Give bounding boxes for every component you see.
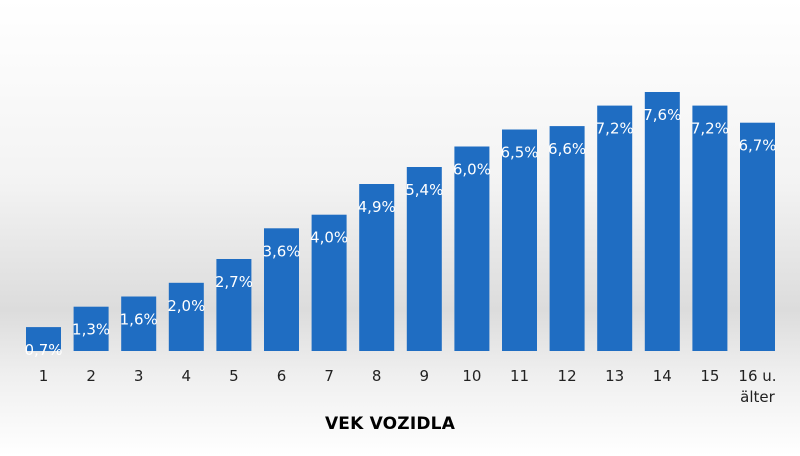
data-label-7: 4,0%: [310, 229, 348, 247]
bar-14: [644, 92, 680, 351]
bar-7: [311, 214, 347, 351]
x-tick-15: 15: [700, 367, 719, 385]
x-tick-9: 9: [420, 367, 430, 385]
data-label-16: 6,7%: [738, 137, 776, 155]
bar-15: [692, 105, 728, 351]
bar-4: [168, 282, 204, 351]
x-tick-8: 8: [372, 367, 382, 385]
x-tick-1: 1: [39, 367, 49, 385]
x-tick-6: 6: [277, 367, 287, 385]
bar-2: [73, 306, 109, 351]
data-label-13: 7,2%: [596, 120, 634, 138]
bar-13: [597, 105, 633, 351]
bar-16: [740, 122, 775, 351]
data-label-15: 7,2%: [691, 120, 729, 138]
x-tick-labels-group: 1 2 3 4 5 6 7 8 9 10 11 12 13 14 15 16 u. älter: [39, 367, 777, 406]
data-label-10: 6,0%: [453, 161, 491, 179]
bar-10: [454, 146, 490, 351]
data-label-11: 6,5%: [500, 144, 538, 162]
data-label-9: 5,4%: [405, 181, 443, 199]
x-tick-7: 7: [324, 367, 334, 385]
x-tick-2: 2: [86, 367, 96, 385]
bar-5: [216, 259, 252, 351]
data-label-12: 6,6%: [548, 140, 586, 158]
bar-8: [359, 184, 395, 351]
data-labels-group: 0,7% 1,3% 1,6% 2,0% 2,7% 3,6% 4,0% 4,9% 5,4% 6,0%…: [24, 106, 776, 359]
x-tick-16: 16 u. älter: [738, 367, 776, 406]
data-label-3: 1,6%: [120, 311, 158, 329]
x-tick-4: 4: [182, 367, 192, 385]
x-tick-10: 10: [462, 367, 481, 385]
data-label-6: 3,6%: [262, 242, 300, 260]
x-tick-5: 5: [229, 367, 239, 385]
data-label-4: 2,0%: [167, 297, 205, 315]
x-axis-title: VEK VOZIDLA: [324, 414, 456, 434]
x-tick-3: 3: [134, 367, 144, 385]
x-tick-14: 14: [653, 367, 672, 385]
x-tick-12: 12: [558, 367, 577, 385]
bar-9: [406, 167, 442, 351]
data-label-14: 7,6%: [643, 106, 681, 124]
data-label-2: 1,3%: [72, 321, 110, 339]
bar-11: [502, 129, 537, 351]
data-label-1: 0,7%: [24, 341, 62, 359]
bars-group: [26, 92, 775, 351]
bar-12: [549, 126, 585, 351]
x-tick-13: 13: [605, 367, 624, 385]
x-tick-11: 11: [510, 367, 529, 385]
data-label-8: 4,9%: [358, 198, 396, 216]
data-label-5: 2,7%: [215, 273, 253, 291]
bar-6: [264, 228, 299, 351]
bar-3: [121, 296, 157, 351]
bar-1: [26, 327, 61, 351]
